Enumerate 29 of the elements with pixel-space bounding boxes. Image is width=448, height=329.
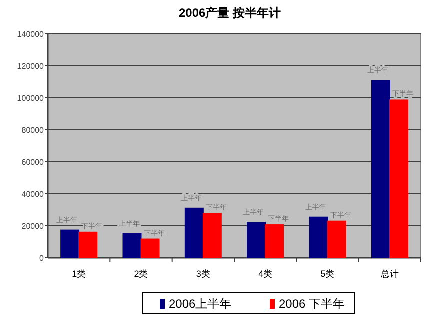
bar [389, 100, 408, 258]
x-tick-label: 3类 [196, 269, 210, 279]
bar [202, 213, 222, 258]
y-tick-label: 80000 [22, 126, 45, 135]
y-tick-label: 0 [40, 254, 45, 263]
y-tick-label: 60000 [22, 158, 45, 167]
legend-label: 2006上半年 [169, 297, 232, 311]
bar [371, 80, 390, 258]
y-tick-label: 120000 [17, 62, 45, 71]
bar [247, 222, 266, 258]
y-tick-label: 20000 [22, 222, 45, 231]
bar [140, 238, 160, 258]
bar [265, 224, 284, 258]
bar [327, 220, 346, 258]
x-tick-label: 总计 [380, 269, 399, 279]
chart-title: 2006产量 按半年计 [178, 6, 282, 20]
x-tick-label: 4类 [258, 269, 273, 279]
bar [309, 216, 328, 258]
y-tick-label: 40000 [22, 190, 45, 199]
bar [60, 230, 80, 258]
x-tick-label: 5类 [320, 269, 335, 279]
bar [184, 208, 204, 258]
y-tick-label: 100000 [17, 94, 45, 103]
x-tick-label: 2类 [134, 269, 148, 279]
bar [122, 234, 142, 258]
bar [78, 232, 98, 258]
x-tick-label: 1类 [72, 269, 86, 279]
legend-label: 2006 下半年 [279, 297, 346, 311]
y-tick-label: 140000 [17, 30, 45, 39]
